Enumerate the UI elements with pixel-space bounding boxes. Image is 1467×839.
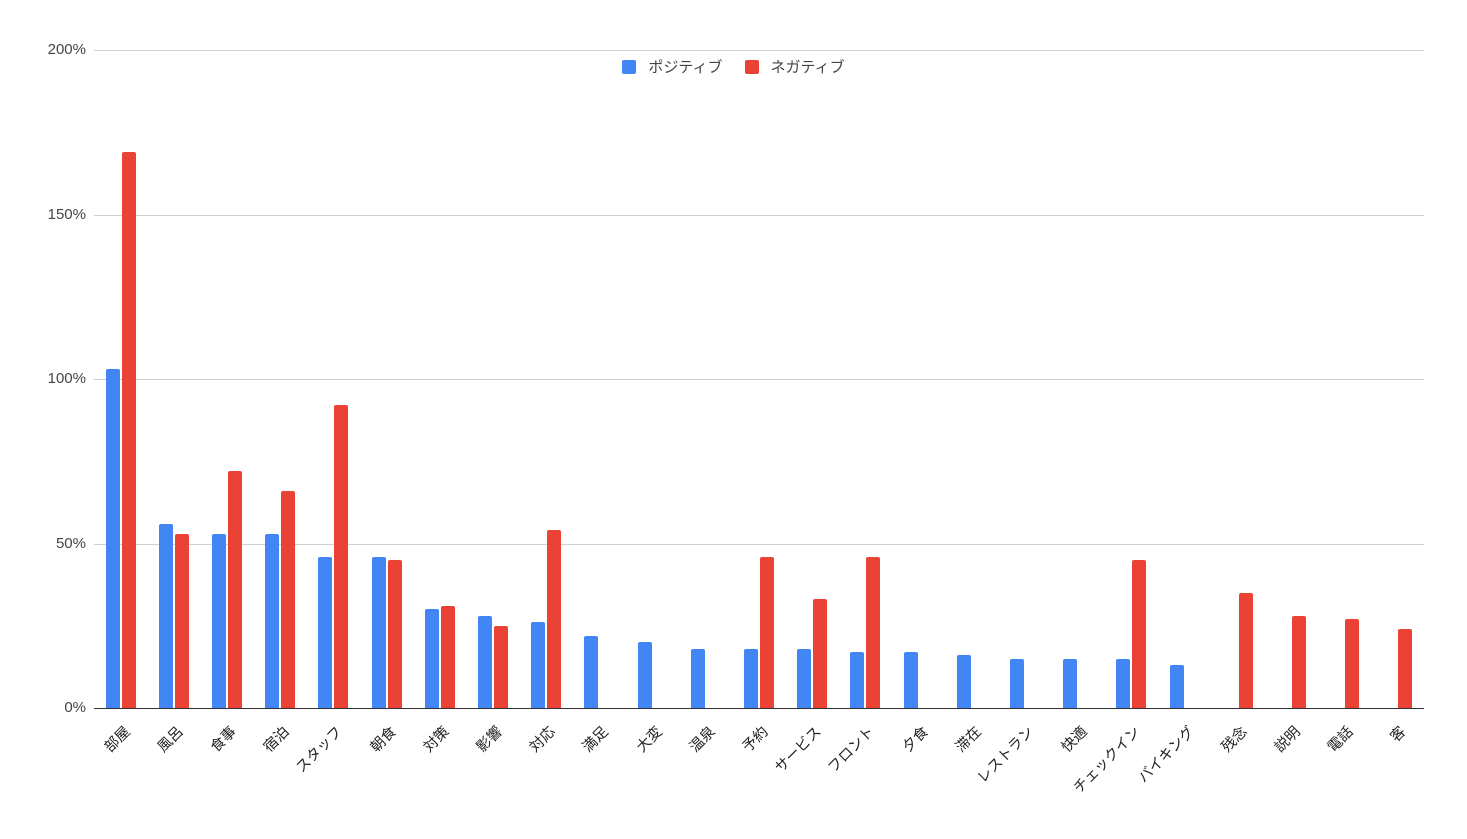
x-tick-label: 予約 [739,723,772,756]
bar-positive[interactable] [850,652,865,708]
bar-negative[interactable] [174,533,189,708]
x-tick-label: 影響 [473,723,506,756]
x-tick-label: 電話 [1325,723,1357,756]
bar-negative[interactable] [760,556,774,708]
y-tick-label: 50% [55,535,86,552]
legend-item-positive[interactable]: ポジティブ [622,56,723,77]
bar-positive[interactable] [158,523,173,708]
legend-positive-label: ポジティブ [648,58,723,76]
bar-positive[interactable] [797,648,812,708]
x-tick-label: 温泉 [686,723,719,756]
bar-negative[interactable] [121,151,136,708]
x-tick-label: 部屋 [101,723,134,756]
bar-positive[interactable] [956,655,971,708]
bar-negative[interactable] [334,405,349,708]
bar-positive[interactable] [1116,658,1131,708]
y-tick-label: 0% [64,699,86,716]
legend-item-negative[interactable]: ネガティブ [744,56,845,77]
x-tick-label: 満足 [580,723,613,756]
bar-negative[interactable] [813,599,828,708]
bar-positive[interactable] [744,648,758,708]
x-tick-label: 朝食 [367,723,400,756]
bar-positive[interactable] [531,622,546,708]
x-tick-label: 対応 [527,723,559,756]
bar-positive[interactable] [424,609,439,708]
x-tick-label: フロント [825,723,879,777]
x-tick-label: 説明 [1271,723,1304,756]
bar-positive[interactable] [1063,658,1078,708]
x-tick-label: 食事 [207,723,240,756]
x-axis-baseline [94,708,1424,709]
bar-negative[interactable] [1398,629,1413,708]
x-tick-label: 快適 [1059,723,1091,756]
bar-negative[interactable] [387,559,402,708]
gridline [94,50,1424,51]
bar-positive[interactable] [584,635,599,708]
bar-negative[interactable] [1345,619,1360,708]
bar-negative[interactable] [1132,559,1147,708]
y-tick-label: 200% [47,41,86,58]
x-tick-label: スタッフ [293,723,347,777]
bar-negative[interactable] [281,490,296,708]
x-tick-label: 滞在 [952,723,985,756]
gridline [94,215,1424,216]
negative-swatch-icon [744,59,759,74]
x-tick-label: 対策 [420,723,453,756]
bar-negative[interactable] [1238,592,1253,708]
bar-positive[interactable] [637,642,652,708]
positive-swatch-icon [622,59,637,74]
gridline [94,379,1424,380]
y-tick-label: 150% [47,206,86,223]
bar-negative[interactable] [547,530,562,708]
x-tick-label: サービス [772,723,825,777]
bar-negative[interactable] [440,606,455,708]
bar-positive[interactable] [478,615,492,708]
bar-positive[interactable] [318,556,333,708]
x-tick-label: レストラン [974,723,1038,787]
bar-positive[interactable] [1169,665,1184,708]
bar-negative[interactable] [228,471,242,708]
bar-positive[interactable] [105,369,120,708]
bar-positive[interactable] [903,652,918,708]
bar-positive[interactable] [690,648,705,708]
x-tick-label: 風呂 [154,723,187,756]
legend: ポジティブ ネガティブ [0,56,1467,77]
legend-negative-label: ネガティブ [770,58,845,76]
x-tick-label: バイキング [1135,723,1198,787]
bar-positive[interactable] [212,533,226,708]
y-tick-label: 100% [47,370,86,387]
bar-positive[interactable] [371,556,386,708]
gridline [94,544,1424,545]
bar-positive[interactable] [1010,658,1024,708]
bar-negative[interactable] [494,625,508,708]
x-tick-label: 客 [1388,723,1410,746]
x-tick-label: 夕食 [899,723,932,756]
x-tick-label: 大変 [633,723,666,756]
x-tick-label: 宿泊 [261,723,293,756]
bar-negative[interactable] [866,556,881,708]
bar-negative[interactable] [1292,615,1306,708]
x-tick-label: 残念 [1218,723,1251,756]
bar-positive[interactable] [265,533,280,708]
